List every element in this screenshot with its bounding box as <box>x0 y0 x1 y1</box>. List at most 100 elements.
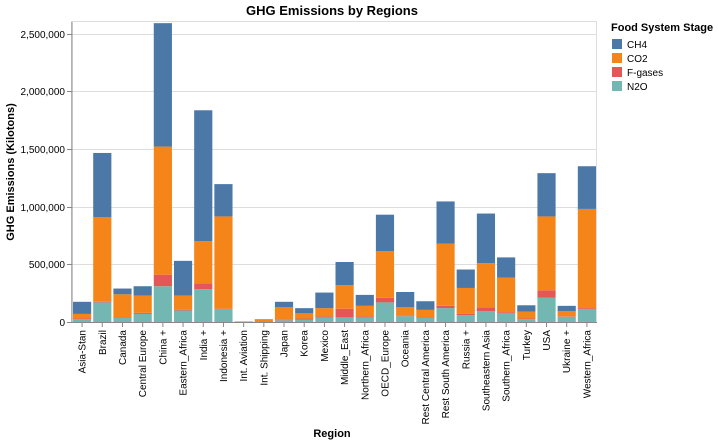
bar-segment <box>254 319 273 322</box>
x-tick-label: Southeastern Asia <box>481 330 492 412</box>
x-tick-label: Canada <box>118 330 129 365</box>
x-tick-label: India + <box>199 330 210 360</box>
bar-segment <box>375 302 395 322</box>
x-tick-label: Japan <box>280 330 291 357</box>
bar-segment <box>557 316 576 322</box>
bars <box>73 23 596 322</box>
bar-segment <box>274 301 294 307</box>
bar-segment <box>113 317 132 322</box>
bar-segment <box>456 315 475 322</box>
bar-segment <box>153 23 172 147</box>
bar-segment <box>577 166 596 209</box>
bar-segment <box>173 310 193 322</box>
bar-segment <box>153 274 172 287</box>
bar-segment <box>436 201 455 244</box>
x-tick-label: Mexico <box>320 330 331 362</box>
bar-segment <box>396 315 415 317</box>
bar-segment <box>295 318 314 320</box>
bar-segment <box>497 257 516 278</box>
bar-segment <box>173 309 193 311</box>
bar-segment <box>436 243 455 306</box>
x-tick-label: OECD_Europe <box>380 330 391 397</box>
x-tick-label: Korea <box>300 330 311 357</box>
x-tick-label: Ukraine + <box>562 330 573 373</box>
x-tick-label: Rest Central America <box>421 330 432 425</box>
x-tick-label: Turkey <box>522 330 533 360</box>
bar-segment <box>557 316 576 317</box>
legend-swatch <box>612 53 622 63</box>
bar-segment <box>93 301 112 303</box>
legend-label: F-gases <box>627 68 663 79</box>
bar-segment <box>113 288 132 295</box>
y-tick-label: 1,500,000 <box>21 145 66 156</box>
y-tick-label: 2,000,000 <box>21 87 66 98</box>
bar-segment <box>537 297 556 322</box>
bar-segment <box>133 286 152 296</box>
bar-segment <box>456 269 475 288</box>
bar-segment <box>295 319 314 322</box>
bar-segment <box>497 277 516 313</box>
x-tick-label: Brazil <box>98 330 109 355</box>
x-tick-label: Western_Africa <box>582 330 593 399</box>
legend-swatch <box>612 81 622 91</box>
bar-segment <box>315 316 334 318</box>
bar-segment <box>295 313 314 319</box>
x-tick-label: Indonesia + <box>219 330 230 382</box>
bar-segment <box>73 319 92 322</box>
bar-segment <box>375 297 395 303</box>
bar-segment <box>173 295 193 310</box>
legend-swatch <box>612 67 622 77</box>
y-tick-label: 2,500,000 <box>21 30 66 41</box>
legend-swatch <box>612 39 622 49</box>
bar-segment <box>577 208 596 309</box>
x-tick-label: Middle_East <box>340 330 351 385</box>
plot-frame <box>71 21 597 323</box>
bar-segment <box>416 301 435 310</box>
bar-segment <box>396 307 415 316</box>
bar-segment <box>396 292 415 307</box>
x-tick-label: Asia-Stan <box>78 330 89 373</box>
bar-segment <box>517 319 536 322</box>
x-tick-label: Eastern_Africa <box>179 330 190 396</box>
bar-segment <box>436 305 455 309</box>
bar-segment <box>577 309 596 322</box>
bar-segment <box>295 308 314 314</box>
bar-segment <box>214 216 233 309</box>
bar-segment <box>375 214 395 252</box>
x-tick-label: Northern_Africa <box>360 330 371 400</box>
y-tick-label: 0 <box>59 318 65 329</box>
bar-segment <box>557 305 576 312</box>
bar-segment <box>194 110 213 242</box>
bar-segment <box>274 320 294 322</box>
x-tick-label: Central Europe <box>138 330 149 398</box>
bar-segment <box>476 311 496 322</box>
bar-segment <box>537 216 556 291</box>
bar-segment <box>194 241 213 284</box>
gridlines <box>72 34 597 323</box>
x-tick-label: USA <box>542 330 553 351</box>
bar-segment <box>153 286 172 322</box>
bar-segment <box>315 308 334 317</box>
bar-segment <box>497 312 516 314</box>
bar-segment <box>73 318 92 320</box>
bar-segment <box>73 301 92 314</box>
legend-title: Food System Stage <box>611 22 713 34</box>
bar-segment <box>93 302 112 322</box>
bar-segment <box>194 289 213 322</box>
bar-segment <box>517 318 536 320</box>
legend-label: CH4 <box>627 40 647 51</box>
y-tick-label: 500,000 <box>29 260 66 271</box>
y-tick-label: 1,000,000 <box>21 203 66 214</box>
bar-segment <box>153 146 172 275</box>
bar-segment <box>315 292 334 309</box>
bar-segment <box>355 316 374 318</box>
bar-segment <box>93 217 112 302</box>
x-tick-label: Rest South America <box>441 330 452 419</box>
bar-segment <box>274 307 294 320</box>
y-axis: 0 500,000 1,000,000 1,500,000 2,000,000 2,500… <box>21 22 73 329</box>
bar-segment <box>557 311 576 317</box>
x-tick-label: Int. Shipping <box>259 330 270 386</box>
bar-segment <box>476 213 496 264</box>
bar-segment <box>113 317 132 318</box>
